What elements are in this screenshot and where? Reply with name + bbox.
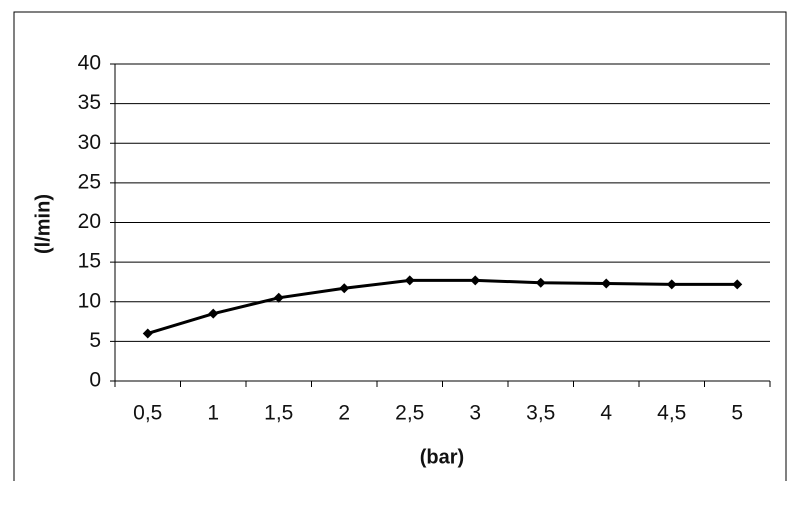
y-tick-label: 40 [78,52,101,75]
x-tick-label: 5 [731,402,743,425]
y-tick-label: 0 [89,369,101,392]
y-tick-label: 5 [89,329,101,352]
y-tick-label: 10 [78,289,101,312]
point-marker [208,308,219,319]
frame-cut [0,481,800,506]
x-tick-label: 3 [469,402,481,425]
point-marker [470,275,481,286]
y-tick-label: 35 [78,91,101,114]
x-tick-label: 4,5 [657,402,686,425]
x-tick-label: 2,5 [395,402,424,425]
point-marker [339,283,350,294]
y-tick-label: 20 [78,210,101,233]
point-marker [666,279,677,290]
x-tick-label: 3,5 [526,402,555,425]
x-tick-label: 0,5 [133,402,162,425]
point-marker [273,292,284,303]
y-tick-label: 30 [78,131,101,154]
line-series [147,278,738,335]
point-marker [404,275,415,286]
x-axis-title: (bar) [420,446,464,468]
x-tick-label: 2 [338,402,350,425]
x-tick-label: 1,5 [264,402,293,425]
point-marker [732,279,743,290]
y-axis-title: (l/min) [32,194,54,254]
y-tick-label: 25 [78,170,101,193]
x-tick-label: 1 [207,402,219,425]
point-marker [535,277,546,288]
point-marker [601,278,612,289]
x-tick-label: 4 [600,402,612,425]
point-marker [142,328,153,339]
y-tick-label: 15 [78,250,101,273]
